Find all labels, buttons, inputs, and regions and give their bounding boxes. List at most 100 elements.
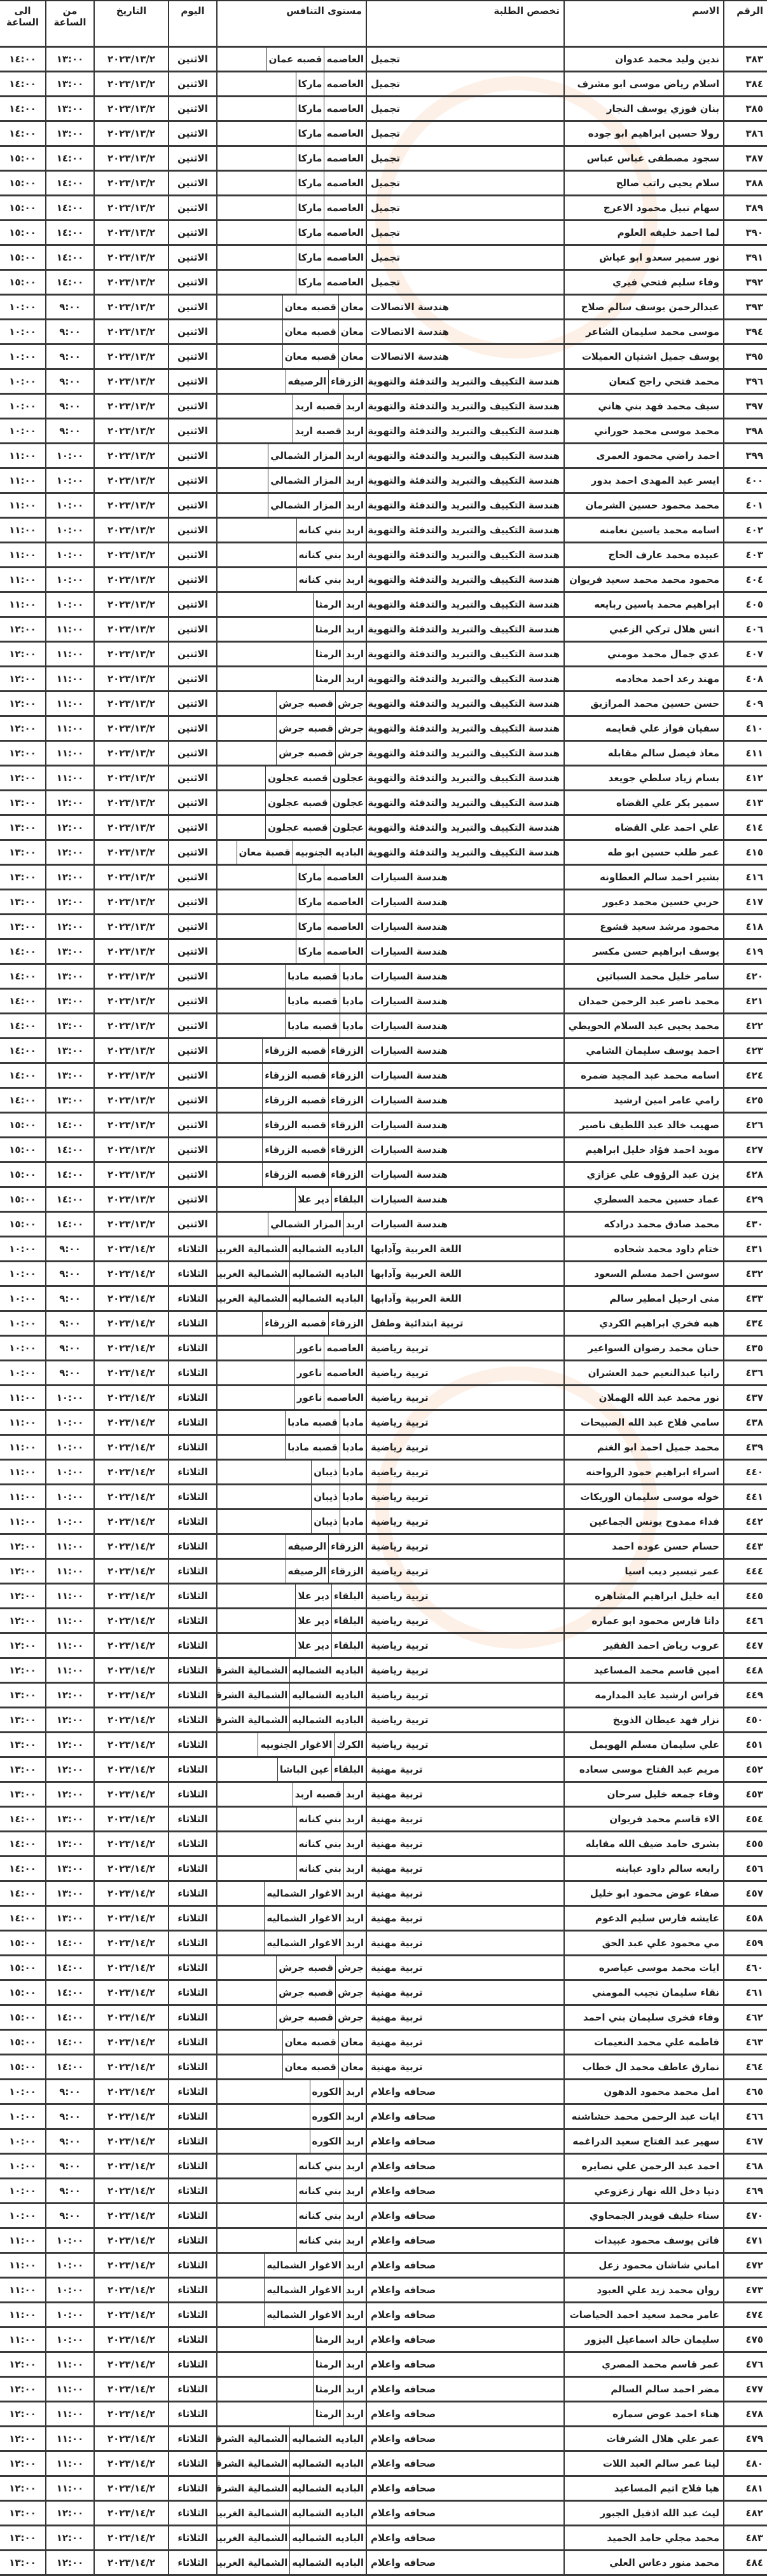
cell-day: الثلاثاء	[168, 1534, 217, 1560]
district: قصبه مادبا	[285, 1014, 340, 1037]
table-row: ٤٣٩ محمد جميل احمد ابو الغنم تربية رياضية م…	[0, 1435, 767, 1461]
cell-name: محمد يحيى عبد السلام الحويطي	[563, 1013, 724, 1039]
table-row: ٤٤٢ فداء ممدوح يونس الجماعين تربية رياضية م…	[0, 1509, 767, 1535]
cell-specialty: هندسة التكييف والتبريد والتدفئة والتهوية	[366, 617, 564, 643]
cell-to-time: ١٤:٠٠	[0, 46, 46, 72]
table-header-row: الرقم الاسم تخصص الطلبة مستوى التنافس ال…	[0, 0, 767, 48]
cell-date: ٢٠٢٣/١٣/٢	[93, 71, 169, 97]
cell-day: الاثنين	[168, 369, 217, 395]
cell-to-time: ١١:٠٠	[0, 567, 46, 593]
header-level: مستوى التنافس	[216, 0, 366, 48]
cell-to-time: ١٣:٠٠	[0, 790, 46, 816]
cell-to-time: ١١:٠٠	[0, 1509, 46, 1535]
cell-day: الثلاثاء	[168, 2500, 217, 2526]
cell-number: ٣٨٣	[723, 46, 767, 72]
level-group: الباديه الشماليه الشمالية الغربية	[218, 2526, 366, 2549]
cell-specialty: هندسة التكييف والتبريد والتدفئة والتهوية	[366, 592, 564, 618]
cell-name: نور محمد عبد الله الهملان	[563, 1385, 724, 1411]
cell-to-time: ١٢:٠٠	[0, 765, 46, 791]
governorate: معان	[338, 345, 366, 367]
cell-number: ٣٨٥	[723, 96, 767, 122]
level-group: الباديه الجنوبيه قصبة معان	[218, 841, 366, 863]
cell-from-time: ١٣:٠٠	[45, 96, 94, 122]
cell-specialty: اللغة العربية وآدابها	[366, 1236, 564, 1262]
cell-specialty: تربية مهنية	[366, 2054, 564, 2080]
cell-name: علي سليمان مسلم الهويمل	[563, 1732, 724, 1758]
table-row: ٤٦٥ امل محمد محمود الدهون صحافه واعلام اربد…	[0, 2079, 767, 2105]
cell-from-time: ١٠:٠٠	[45, 1459, 94, 1485]
governorate: اربد	[343, 643, 366, 665]
cell-day: الاثنين	[168, 1038, 217, 1064]
level-group: اربد الاغوار الشماليه	[218, 1907, 366, 1929]
cell-name: احمد عبد الرحمن علي نصايره	[563, 2153, 724, 2179]
cell-from-time: ١٢:٠٠	[45, 1732, 94, 1758]
governorate: البلقاء	[331, 1188, 366, 1210]
district: المزار الشمالي	[268, 494, 343, 516]
cell-day: الاثنين	[168, 71, 217, 97]
cell-number: ٤٥٦	[723, 1856, 767, 1882]
cell-to-time: ١٢:٠٠	[0, 1608, 46, 1634]
district: الكوره	[309, 2080, 343, 2102]
cell-name: ايه خليل ابراهيم المشاهره	[563, 1583, 724, 1609]
cell-level: العاصمه ماركا	[216, 96, 366, 122]
level-group: العاصمه ماركا	[218, 221, 366, 243]
level-group: اربد بني كنانه	[218, 1857, 366, 1879]
table-row: ٤٠٨ مهند رعد احمد مخادمه هندسة التكييف وال…	[0, 666, 767, 692]
cell-name: اسلام رياض موسى ابو مشرف	[563, 71, 724, 97]
cell-number: ٤٧٢	[723, 2252, 767, 2279]
cell-day: الثلاثاء	[168, 2426, 217, 2452]
cell-day: الاثنين	[168, 1013, 217, 1039]
level-group: الزرقاء قصبه الزرقاء	[218, 1138, 366, 1161]
cell-to-time: ١٣:٠٠	[0, 1707, 46, 1733]
cell-level: اربد الرمثا	[216, 2327, 366, 2353]
cell-specialty: تربية رياضية	[366, 1707, 564, 1733]
level-group: اربد بني كنانه	[218, 2179, 366, 2202]
governorate: الزرقاء	[328, 1114, 366, 1136]
cell-specialty: هندسة السيارات	[366, 1063, 564, 1089]
cell-date: ٢٠٢٣/١٤/٢	[93, 2228, 169, 2254]
cell-name: مويد احمد فؤاد خليل ابراهيم	[563, 1137, 724, 1163]
cell-specialty: هندسة الاتصالات	[366, 294, 564, 320]
governorate: العاصمه	[324, 48, 366, 70]
cell-day: الثلاثاء	[168, 1682, 217, 1708]
governorate: اربد	[343, 2155, 366, 2177]
table-row: ٤٣٠ محمد صادق محمد درادكه هندسة السيارات ار…	[0, 1211, 767, 1237]
cell-to-time: ١٠:٠٠	[0, 344, 46, 370]
cell-number: ٤٦١	[723, 1980, 767, 2006]
cell-day: الثلاثاء	[168, 2476, 217, 2502]
district: الرمثا	[312, 593, 343, 615]
cell-day: الاثنين	[168, 691, 217, 717]
level-group: اربد المزار الشمالي	[218, 444, 366, 467]
level-group: اربد قصبه اربد	[218, 419, 366, 442]
cell-number: ٤٧٠	[723, 2203, 767, 2229]
table-row: ٤١٧ حربي حسين محمد دعبور هندسة السيارات الع…	[0, 889, 767, 915]
level-group: العاصمه ماركا	[218, 172, 366, 194]
table-row: ٣٨٨ سلام يحيى راتب صالح تجميل العاصمه ماركا ا…	[0, 170, 767, 196]
cell-name: رولا حسين ابراهيم ابو جوده	[563, 121, 724, 147]
cell-number: ٣٨٧	[723, 146, 767, 172]
level-group: اربد الرمثا	[218, 593, 366, 615]
district: الاغوار الجنوبيه	[258, 1733, 334, 1755]
district: ماركا	[295, 890, 324, 913]
cell-level: مادبا قصبه مادبا	[216, 1013, 366, 1039]
cell-number: ٤٥١	[723, 1732, 767, 1758]
cell-number: ٤٥٥	[723, 1831, 767, 1857]
level-group: اربد بني كنانه	[218, 1808, 366, 1830]
cell-level: جرش قصبه جرش	[216, 2005, 366, 2031]
cell-from-time: ١٢:٠٠	[45, 790, 94, 816]
cell-specialty: تجميل	[366, 269, 564, 296]
cell-to-time: ١٣:٠٠	[0, 2525, 46, 2551]
cell-day: الاثنين	[168, 46, 217, 72]
cell-to-time: ١٤:٠٠	[0, 988, 46, 1014]
cell-number: ٤٦٥	[723, 2079, 767, 2105]
cell-name: هناء احمد عوض سماره	[563, 2401, 724, 2427]
cell-level: مادبا قصبه مادبا	[216, 1410, 366, 1436]
table-row: ٤٥٥ بشرى حامد ضيف الله مقابله تربية مهنية ا…	[0, 1831, 767, 1857]
cell-name: دانا فارس محمود ابو عماره	[563, 1608, 724, 1634]
cell-level: جرش قصبه جرش	[216, 716, 366, 742]
cell-level: اربد بني كنانه	[216, 567, 366, 593]
cell-day: الاثنين	[168, 889, 217, 915]
governorate: العاصمه	[324, 1361, 366, 1384]
cell-from-time: ١٢:٠٠	[45, 1782, 94, 1808]
cell-number: ٤٨٣	[723, 2525, 767, 2551]
